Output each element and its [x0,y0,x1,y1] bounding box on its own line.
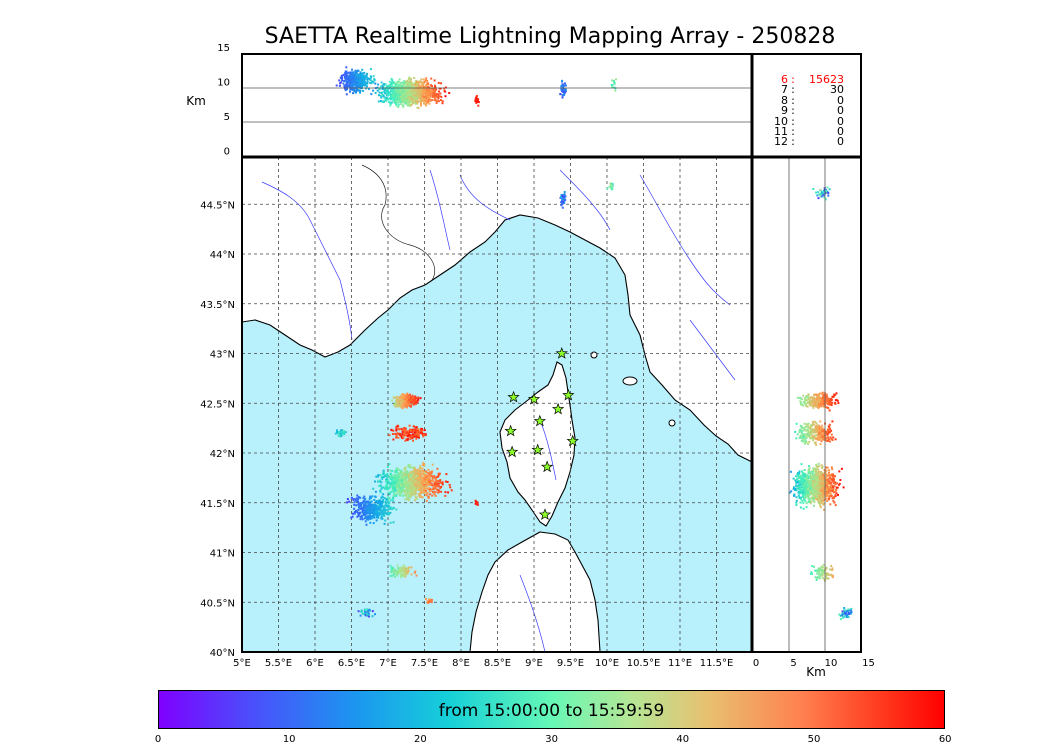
side-tick-label: 0 [753,658,759,669]
alt-tick-label: 5 [224,112,230,123]
stats-hour: 7 [781,83,788,97]
lat-tick-label: 41.5°N [200,499,235,510]
national-border [361,164,436,281]
stats-hour: 9 [781,104,788,118]
stats-row: 7: 30 [758,83,858,97]
stats-sep: : [791,73,795,86]
station-star-icon [533,414,547,427]
lightning-points-side [788,186,853,621]
station-star-icon [505,445,519,458]
lon-tick-label: 6.5°E [338,658,365,669]
lon-tick-label: 11°E [668,658,692,669]
lat-tick-label: 43°N [210,350,235,361]
stats-hour: 11 [774,125,788,139]
stats-count: 0 [837,114,844,128]
lon-tick-label: 10°E [595,658,619,669]
side-tick-label: 10 [825,658,838,669]
lon-tick-label: 7°E [379,658,397,669]
lat-tick-label: 44°N [210,250,235,261]
stats-hour: 10 [774,114,788,128]
station-star-icon [551,402,565,415]
lon-tick-label: 10.5°E [627,658,661,669]
alt-tick-label: 15 [217,43,230,54]
alt-tick-label: 0 [224,147,230,158]
station-star-icon [527,392,541,405]
colorbar-tick-label: 10 [282,734,296,745]
stats-row: 11: 0 [758,125,858,139]
station-star-icon [538,508,552,520]
lon-tick-label: 9°E [525,658,543,669]
colorbar-tick-label: 30 [545,734,558,745]
side-tick-label: 15 [862,658,875,669]
stats-hour: 12 [774,135,788,149]
side-tick-label: 5 [790,658,796,669]
alt-gridlines [242,87,826,652]
station-star-icon [555,347,568,359]
lat-tick-label: 42°N [210,449,235,460]
capraia-island [590,351,598,359]
elba-island [622,376,638,386]
hourly-stats-table: 6: 15623 7: 30 8: 0 9: 0 10: 0 11: 0 12: 0 [758,73,858,149]
station-star-icon [504,424,517,437]
colorbar-label: from 15:00:00 to 15:59:59 [438,701,665,721]
stats-sep: : [791,83,795,97]
stats-sep: : [791,104,795,118]
stats-count: 15623 [809,73,844,86]
stats-row: 12: 0 [758,135,858,149]
station-markers [504,347,579,520]
mainland-land [242,157,752,463]
lat-tick-label: 42.5°N [200,399,235,410]
stats-count: 0 [837,125,844,139]
lightning-points-map [334,182,614,618]
map-title: SAETTA Realtime Lightning Mapping Array … [264,24,836,49]
colorbar-tick-label: 0 [154,734,162,745]
colorbar-tick-label: 50 [807,734,821,745]
lat-tick-label: 41°N [210,549,235,560]
lon-tick-label: 9.5°E [557,658,584,669]
giglio-island [668,419,676,427]
panel-frames [241,53,862,653]
stats-sep: : [791,93,795,107]
stats-count: 0 [837,104,844,118]
stats-count: 30 [830,83,844,97]
alt-axis-label: Km [186,94,206,108]
lightning-points-altitude [335,66,617,109]
lon-tick-label: 5.5°E [265,658,292,669]
rivers [261,169,736,652]
lon-tick-label: 8.5°E [484,658,511,669]
stats-sep: : [791,114,795,128]
lon-tick-label: 6°E [306,658,324,669]
lon-tick-label: 8°E [452,658,470,669]
lat-tick-label: 40.5°N [200,598,235,609]
stats-row: 10: 0 [758,114,858,128]
station-star-icon [540,460,554,473]
colorbar-tick-label: 20 [414,734,427,745]
time-colorbar: from 15:00:00 to 15:59:59 [158,690,945,729]
stats-count: 0 [837,135,844,149]
lat-tick-label: 40°N [210,648,235,659]
stats-row: 8: 0 [758,93,858,107]
colorbar-tick-label: 40 [676,734,690,745]
alt-tick-label: 10 [217,78,230,89]
stats-sep: : [791,135,795,149]
map-panel [242,157,752,652]
station-star-icon [507,390,520,403]
stats-row: 6: 15623 [758,73,858,86]
stats-row: 9: 0 [758,104,858,118]
station-star-icon [531,443,544,456]
lon-tick-label: 11.5°E [700,658,734,669]
stats-count: 0 [837,93,844,107]
lat-tick-label: 44.5°N [200,200,235,211]
lat-tick-label: 43.5°N [200,300,235,311]
stats-hour: 6 [781,73,788,86]
colorbar-tick-label: 60 [938,734,952,745]
side-axis-label: Km [806,665,826,679]
stats-sep: : [791,125,795,139]
lon-tick-label: 5°E [233,658,251,669]
stats-hour: 8 [781,93,788,107]
station-star-icon [566,434,579,447]
lon-tick-label: 7.5°E [411,658,438,669]
station-star-icon [562,388,575,401]
